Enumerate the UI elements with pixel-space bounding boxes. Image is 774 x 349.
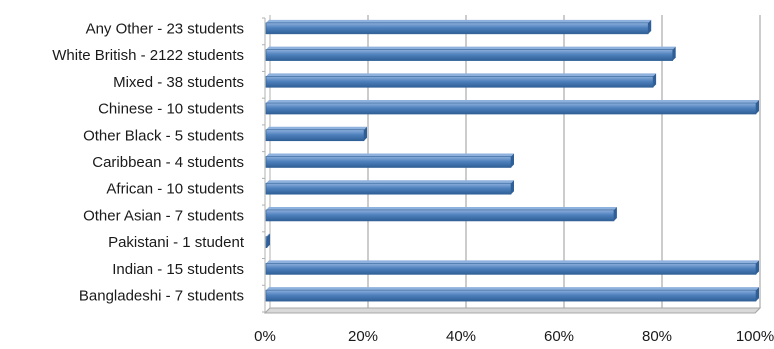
category-label-african-10-students: African - 10 students xyxy=(106,181,244,198)
bar-front-face xyxy=(265,156,512,168)
bar-caribbean-4-students xyxy=(265,153,514,168)
bar-pakistani-1-student xyxy=(265,233,270,248)
bar-other-asian-7-students xyxy=(265,206,617,222)
bar-mixed-38-students xyxy=(265,73,657,88)
bar-top-face xyxy=(266,260,759,264)
bar-front-face xyxy=(265,49,674,61)
category-label-white-british-2122-students: White British - 2122 students xyxy=(52,47,244,64)
bar-front-face xyxy=(265,102,757,115)
bar-side-face xyxy=(756,100,759,115)
bars xyxy=(265,19,759,302)
bar-top-face xyxy=(266,73,657,77)
bar-bangladeshi-7-students xyxy=(265,287,759,302)
bar-side-face xyxy=(756,260,759,275)
bar-white-british-2122-students xyxy=(265,46,676,61)
bar-top-face xyxy=(266,126,367,130)
bar-side-face xyxy=(672,46,676,61)
bar-front-face xyxy=(265,22,649,35)
bar-indian-15-students xyxy=(265,260,759,275)
category-labels: Any Other - 23 students White British - 2… xyxy=(52,20,245,304)
bar-side-face xyxy=(511,153,514,168)
x-tick-label: 20% xyxy=(348,328,378,345)
bar-side-face xyxy=(648,19,652,34)
category-label-other-asian-7-students: Other Asian - 7 students xyxy=(83,207,244,224)
x-tick-label: 40% xyxy=(446,328,476,345)
bar-side-face xyxy=(364,126,367,141)
bar-other-black-5-students xyxy=(265,126,367,142)
x-tick-label: 60% xyxy=(544,328,574,345)
bar-front-face xyxy=(265,76,654,88)
category-label-chinese-10-students: Chinese - 10 students xyxy=(98,101,244,118)
x-tick-label: 100% xyxy=(736,328,774,345)
x-tick-label: 0% xyxy=(254,328,276,345)
bar-top-face xyxy=(266,180,514,184)
bar-top-face xyxy=(266,287,759,291)
category-label-pakistani-1-student: Pakistani - 1 student xyxy=(108,234,245,251)
bar-side-face xyxy=(511,180,514,195)
bar-african-10-students xyxy=(265,180,514,195)
bar-any-other-23-students xyxy=(265,19,652,35)
bar-side-face xyxy=(267,233,270,248)
bar-side-face xyxy=(756,287,759,302)
bar-top-face xyxy=(266,153,514,157)
bar-side-face xyxy=(653,73,657,88)
x-tick-labels: 0% 20% 40% 60% 80% 100% xyxy=(254,328,774,345)
bar-front-face xyxy=(265,289,757,302)
bar-front-face xyxy=(265,236,268,248)
category-label-bangladeshi-7-students: Bangladeshi - 7 students xyxy=(79,288,244,305)
bar-chinese-10-students xyxy=(265,100,759,115)
plot-floor xyxy=(263,307,762,314)
bar-front-face xyxy=(265,209,615,222)
bar-top-face xyxy=(266,100,759,104)
bar-top-face xyxy=(266,233,270,237)
bar-front-face xyxy=(265,182,512,195)
category-label-caribbean-4-students: Caribbean - 4 students xyxy=(92,154,244,171)
category-label-indian-15-students: Indian - 15 students xyxy=(112,261,244,278)
bar-side-face xyxy=(613,206,617,221)
x-tick-label: 80% xyxy=(642,328,672,345)
category-label-mixed-38-students: Mixed - 38 students xyxy=(113,74,244,91)
bar-top-face xyxy=(266,46,676,50)
category-label-any-other-23-students: Any Other - 23 students xyxy=(86,20,244,37)
bar-top-face xyxy=(266,19,652,23)
category-label-other-black-5-students: Other Black - 5 students xyxy=(83,127,244,144)
bar-front-face xyxy=(265,129,365,142)
bar-top-face xyxy=(266,206,617,210)
floor-plane xyxy=(263,307,762,314)
bar-front-face xyxy=(265,263,757,275)
